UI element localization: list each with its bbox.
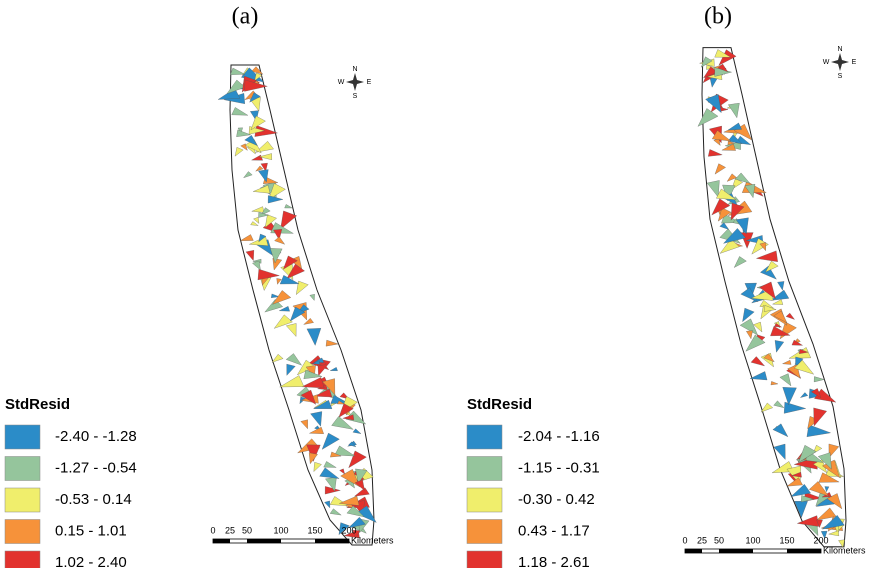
legend-label: -0.30 - 0.42 — [518, 491, 595, 508]
scale-tick-label: 150 — [779, 535, 794, 545]
compass-w: W — [338, 79, 345, 86]
legend-label: 0.15 - 1.01 — [55, 522, 127, 539]
map — [218, 65, 376, 545]
scale-unit: Kilometers — [351, 535, 394, 545]
scale-segment — [685, 549, 702, 553]
scale-tick-label: 100 — [745, 535, 760, 545]
panel-label: (a) — [232, 4, 259, 30]
scale-tick-label: 200 — [341, 525, 356, 535]
compass-rose — [831, 53, 849, 71]
legend-swatch — [5, 457, 40, 481]
legend-swatch — [467, 457, 502, 481]
scale-tick-label: 0 — [682, 535, 687, 545]
scale-tick-label: 100 — [273, 525, 288, 535]
panel: (b) StdResid -2.04 - -1.16 -1.15 - -0.31 -0.… — [467, 4, 866, 568]
legend-label: 1.18 - 2.61 — [518, 554, 590, 568]
scale-segment — [213, 539, 230, 543]
compass-e: E — [367, 79, 372, 86]
legend-swatch — [5, 520, 40, 544]
compass-s: S — [838, 73, 843, 80]
legend-swatch — [5, 551, 40, 568]
scale-segment — [247, 539, 281, 543]
legend-swatch — [5, 488, 40, 512]
compass-w: W — [823, 59, 830, 66]
scale-tick-label: 50 — [242, 525, 252, 535]
compass-n: N — [352, 66, 357, 73]
panel-label: (b) — [704, 4, 732, 30]
legend-swatch — [467, 551, 502, 568]
scale-segment — [787, 549, 821, 553]
scale-tick-label: 0 — [210, 525, 215, 535]
scale-tick-label: 200 — [813, 535, 828, 545]
scale-unit: Kilometers — [823, 545, 866, 555]
panel: (a) StdResid -2.40 - -1.28 -1.27 - -0.54 -0.… — [5, 4, 394, 568]
legend-swatch — [5, 425, 40, 449]
figure: (a) StdResid -2.40 - -1.28 -1.27 - -0.54 -0.… — [0, 0, 886, 568]
page: {"panels": [ {"label": "(a)", "legend": … — [0, 0, 886, 568]
scale-tick-label: 150 — [307, 525, 322, 535]
legend-label: 0.43 - 1.17 — [518, 522, 590, 539]
scale-segment — [719, 549, 753, 553]
legend-label: -1.27 - -0.54 — [55, 459, 137, 476]
legend-label: 1.02 - 2.40 — [55, 554, 127, 568]
compass-rose — [346, 73, 364, 91]
compass-s: S — [353, 93, 358, 100]
compass-e: E — [852, 59, 857, 66]
scale-tick-label: 25 — [225, 525, 235, 535]
legend-label: -1.15 - -0.31 — [518, 459, 600, 476]
legend-swatch — [467, 488, 502, 512]
map — [698, 48, 846, 548]
scale-tick-label: 25 — [697, 535, 707, 545]
legend-title: StdResid — [5, 396, 70, 413]
scale-segment — [315, 539, 349, 543]
compass-n: N — [837, 46, 842, 53]
legend-label: -2.04 - -1.16 — [518, 428, 600, 445]
legend-swatch — [467, 425, 502, 449]
legend-swatch — [467, 520, 502, 544]
legend-title: StdResid — [467, 396, 532, 413]
scale-tick-label: 50 — [714, 535, 724, 545]
legend-label: -2.40 - -1.28 — [55, 428, 137, 445]
legend-label: -0.53 - 0.14 — [55, 491, 132, 508]
